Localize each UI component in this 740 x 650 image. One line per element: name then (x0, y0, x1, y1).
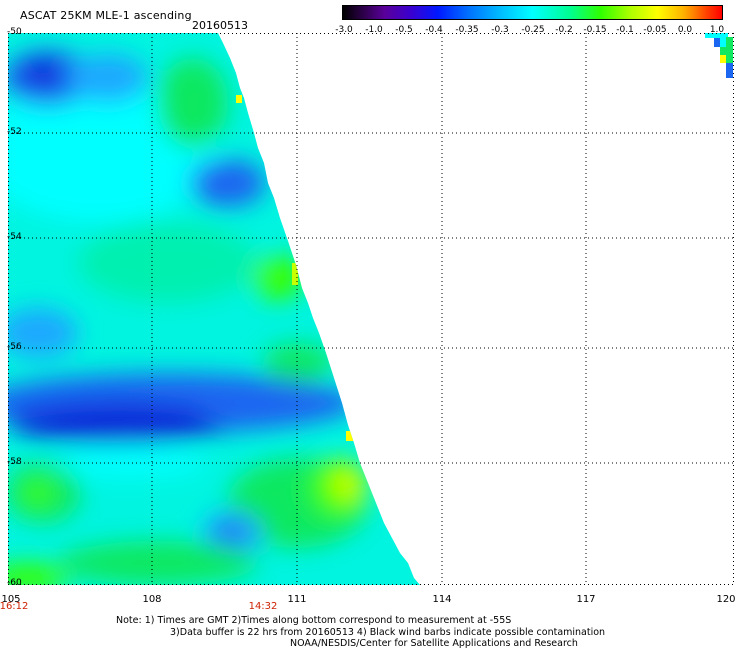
cyan-region (8, 83, 218, 223)
colorbar-label: -1.0 (365, 25, 383, 35)
time-label: 14:32 (248, 601, 278, 612)
yellow-pixel (236, 95, 242, 103)
colorbar-label: -0.3 (491, 25, 509, 35)
light-blue-patch (8, 308, 78, 358)
lon-label: 114 (432, 594, 452, 605)
lat-label: -54 (7, 232, 22, 242)
deep-blue-patch (21, 59, 65, 87)
lat-label: -58 (7, 457, 22, 467)
lon-label: 120 (716, 594, 736, 605)
colorbar-label: -0.35 (455, 25, 479, 35)
green-patch (263, 343, 333, 383)
lat-label: -56 (7, 342, 22, 352)
lat-label: -52 (7, 127, 22, 137)
bright-green-patch (22, 479, 54, 507)
lon-label: 117 (576, 594, 596, 605)
colorbar-label: -3.0 (335, 25, 353, 35)
graticule (8, 33, 734, 585)
blue-patch (216, 523, 244, 543)
colorbar-labels: -3.0 -1.0 -0.5 -0.4 -0.35 -0.3 -0.25 -0.… (330, 25, 730, 37)
note-line-2: 3)Data buffer is 22 hrs from 20160513 4)… (170, 627, 606, 638)
colorbar-label: -0.25 (521, 25, 545, 35)
yellow-pixel (292, 263, 298, 285)
lat-label: -50 (7, 27, 22, 37)
chart-title: ASCAT 25KM MLE-1 ascending (20, 9, 192, 22)
lon-label: 105 (1, 594, 21, 605)
green-patch (158, 58, 228, 148)
colorbar-label: -0.2 (555, 25, 573, 35)
deep-blue-band (8, 403, 228, 443)
corner-swath (705, 33, 733, 78)
green-region (58, 541, 258, 585)
bright-green-patch (253, 256, 303, 300)
colorbar-label: -0.05 (643, 25, 667, 35)
blue-patch (198, 390, 318, 426)
lon-label: 108 (142, 594, 162, 605)
note-line-3: NOAA/NESDIS/Center for Satellite Applica… (290, 638, 578, 649)
colorbar-label: -0.4 (425, 25, 443, 35)
light-blue-patch (68, 54, 148, 102)
colorbar-label: 1.0 (709, 25, 725, 35)
swath-field (8, 33, 420, 585)
lon-label: 111 (287, 594, 307, 605)
yellow-green-patch (332, 465, 364, 501)
colorbar (342, 5, 723, 20)
time-label: 16:12 (0, 601, 29, 612)
note-line-1: Note: 1) Times are GMT 2)Times along bot… (116, 615, 512, 626)
lat-label: -60 (7, 578, 22, 588)
colorbar-label: -0.5 (395, 25, 413, 35)
swath-map (8, 33, 734, 585)
aqua-region (78, 223, 258, 303)
yellow-pixel (346, 431, 354, 441)
colorbar-label: -0.15 (583, 25, 607, 35)
colorbar-label: 0.0 (677, 25, 693, 35)
colorbar-label: -0.1 (616, 25, 634, 35)
bright-green-patch (8, 563, 68, 585)
chart-date: 20160513 (192, 19, 248, 32)
blue-patch (190, 159, 266, 207)
